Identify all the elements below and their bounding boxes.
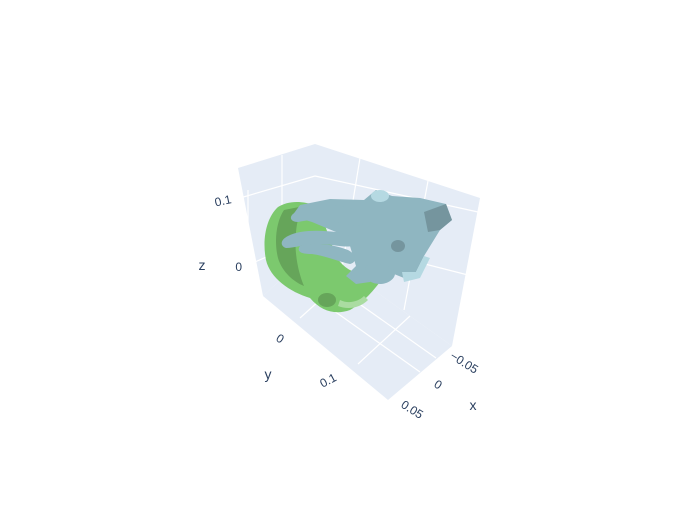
grid-line — [314, 175, 479, 213]
y-axis-title: y — [265, 366, 272, 382]
green-mesh-edge — [338, 296, 368, 308]
series-blue-mesh[interactable] — [281, 190, 452, 284]
z-tick-label: 0.1 — [213, 192, 233, 209]
y-tick-label: 0.1 — [317, 370, 339, 390]
x-tick-label: −0.05 — [448, 349, 481, 377]
blue-mesh-finger — [281, 230, 355, 248]
y-tick-label: 0 — [274, 331, 287, 347]
blue-mesh-knuckle — [391, 240, 405, 252]
blue-mesh-edge — [424, 204, 452, 232]
blue-mesh-thumb — [364, 263, 396, 284]
blue-mesh-finger — [290, 204, 366, 226]
z-tick-label: 0 — [235, 260, 242, 274]
x-axis-title: x — [470, 397, 477, 413]
blue-mesh-finger — [298, 243, 356, 264]
x-tick-label: 0 — [432, 377, 445, 393]
green-mesh-knuckle — [318, 293, 336, 307]
z-axis-title: z — [199, 257, 206, 273]
blue-mesh-knuckle — [371, 190, 389, 202]
blue-mesh-edge — [402, 256, 430, 282]
x-tick-label: 0.05 — [399, 397, 427, 421]
grid-line — [239, 175, 316, 199]
grid-line — [357, 315, 411, 365]
